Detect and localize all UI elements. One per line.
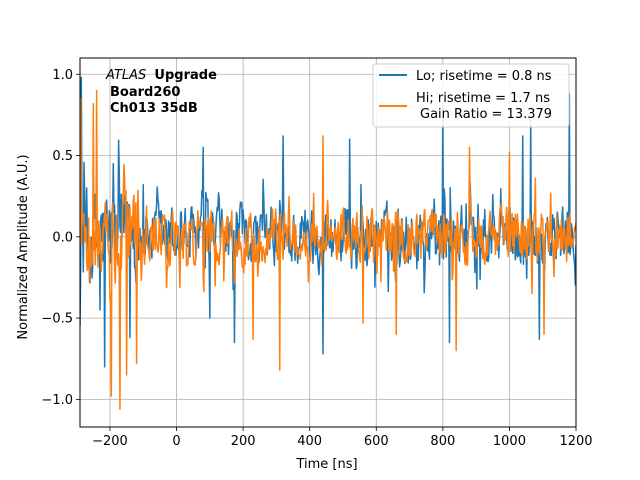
x-tick-label: 400	[297, 434, 322, 449]
x-tick-label: 600	[364, 434, 389, 449]
x-tick-label: −200	[92, 434, 128, 449]
annotation: ATLAS Upgrade Board260 Ch013 35dB	[105, 68, 217, 116]
upgrade-text: Upgrade	[154, 68, 217, 83]
y-tick-label: −0.5	[41, 312, 73, 327]
channel-label: Ch013 35dB	[110, 101, 198, 116]
plot-frame	[79, 57, 577, 428]
board-label: Board260	[110, 85, 180, 100]
x-axis-label: Time [ns]	[295, 457, 357, 472]
y-tick-label: 0.5	[52, 149, 73, 164]
atlas-text: ATLAS	[105, 68, 146, 83]
x-tick-label: 0	[172, 434, 180, 449]
x-tick-label: 200	[231, 434, 256, 449]
legend-box	[372, 63, 570, 128]
legend-label-hi: Hi; risetime = 1.7 ns	[416, 91, 550, 106]
atlas-label: ATLAS Upgrade	[105, 68, 217, 83]
y-tick-label: 0.0	[52, 230, 73, 245]
ticks: −200 0 200 400 600 800 1000 1200 −1.0 −0.5 0.0 0.5 1…	[41, 68, 592, 449]
x-tick-label: 1200	[559, 434, 592, 449]
x-tick-label: 1000	[493, 434, 526, 449]
series-layer	[80, 76, 576, 410]
series-line-hi	[80, 89, 576, 410]
y-tick-label: −1.0	[41, 393, 73, 408]
y-tick-label: 1.0	[52, 68, 73, 83]
y-axis-label: Normalized Amplitude (A.U.)	[16, 154, 31, 339]
legend: Lo; risetime = 0.8 ns Hi; risetime = 1.7…	[372, 63, 570, 128]
x-tick-label: 800	[430, 434, 455, 449]
legend-gain-ratio: Gain Ratio = 13.379	[420, 107, 552, 122]
legend-label-lo: Lo; risetime = 0.8 ns	[416, 69, 552, 84]
